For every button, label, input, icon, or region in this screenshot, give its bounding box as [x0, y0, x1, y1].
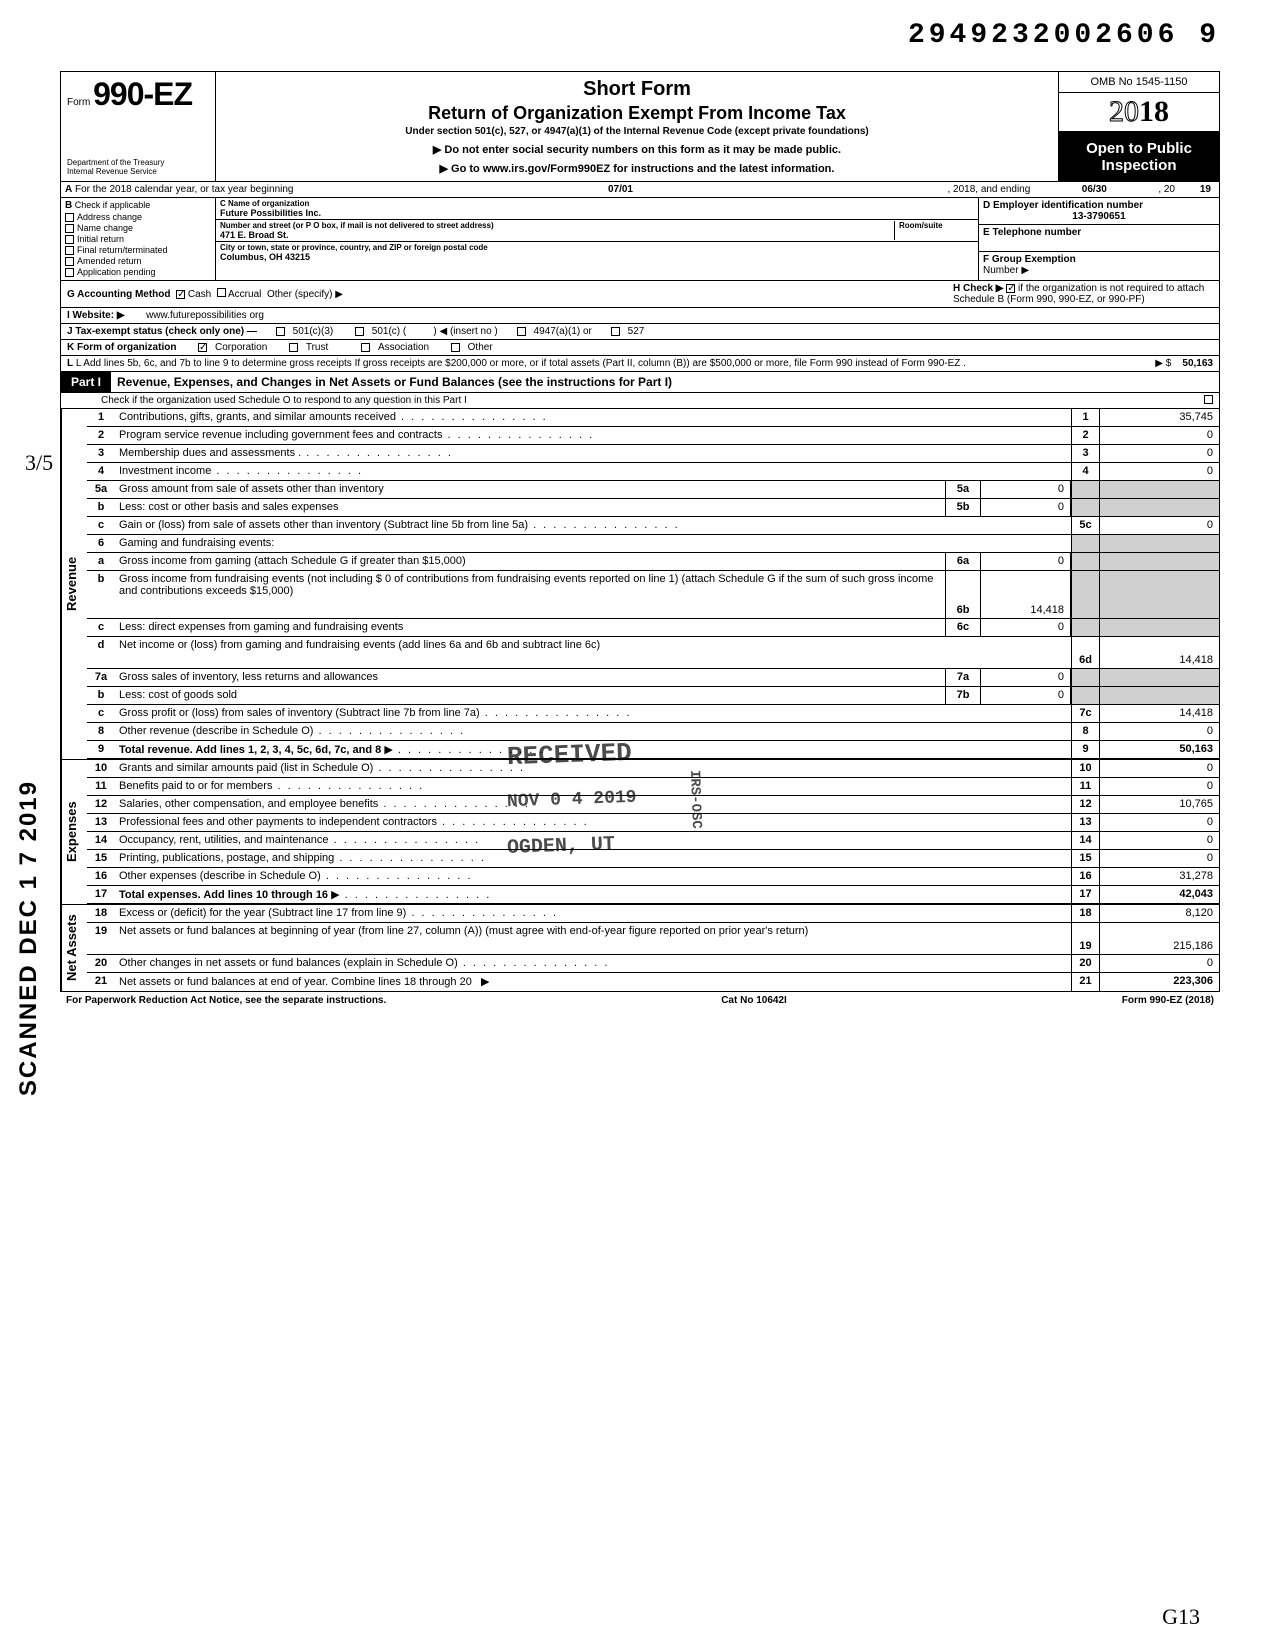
side-expenses: Expenses [61, 760, 87, 904]
ein: 13-3790651 [983, 211, 1215, 222]
chk-501c[interactable] [355, 327, 364, 336]
row-a-tax-year: A For the 2018 calendar year, or tax yea… [61, 182, 1219, 198]
handwritten-fraction: 3/5 [25, 450, 53, 476]
chk-address-change[interactable] [65, 213, 74, 222]
chk-corp[interactable] [198, 343, 207, 352]
chk-other-org[interactable] [451, 343, 460, 352]
form-footer: For Paperwork Reduction Act Notice, see … [60, 992, 1220, 1009]
chk-final-return[interactable] [65, 246, 74, 255]
chk-amended[interactable] [65, 257, 74, 266]
meta-rows: G Accounting Method Cash Accrual Other (… [61, 281, 1219, 356]
part1-check: Check if the organization used Schedule … [61, 393, 1219, 409]
chk-initial-return[interactable] [65, 235, 74, 244]
form-header: Form 990-EZ Department of the Treasury I… [61, 72, 1219, 182]
chk-name-change[interactable] [65, 224, 74, 233]
chk-trust[interactable] [289, 343, 298, 352]
chk-501c3[interactable] [276, 327, 285, 336]
chk-accrual[interactable] [217, 288, 226, 297]
open-to-public: Open to Public Inspection [1059, 132, 1219, 181]
chk-app-pending[interactable] [65, 268, 74, 277]
chk-cash[interactable] [176, 290, 185, 299]
chk-assoc[interactable] [361, 343, 370, 352]
website: www.futurepossibilities org [146, 310, 264, 321]
row-l-gross-receipts: L L Add lines 5b, 6c, and 7b to line 9 t… [61, 356, 1219, 372]
chk-4947[interactable] [517, 327, 526, 336]
org-info-grid: B Check if applicable Address change Nam… [61, 198, 1219, 281]
chk-schedule-b[interactable] [1006, 284, 1015, 293]
part1-title: Revenue, Expenses, and Changes in Net As… [111, 372, 1219, 392]
chk-schedule-o[interactable] [1204, 395, 1213, 404]
dept-treasury: Department of the Treasury Internal Reve… [67, 159, 209, 177]
handwritten-code: G13 [1162, 1604, 1200, 1630]
form-title: Short Form Return of Organization Exempt… [216, 72, 1059, 181]
scanned-stamp: SCANNED DEC 1 7 2019 [15, 780, 43, 1096]
side-revenue: Revenue [61, 409, 87, 759]
side-net-assets: Net Assets [61, 905, 87, 991]
org-address: 471 E. Broad St. [220, 230, 289, 240]
org-name: Future Possibilities Inc. [220, 208, 321, 218]
tax-year: 2018 [1059, 93, 1219, 132]
form-990ez: Form 990-EZ Department of the Treasury I… [60, 71, 1220, 992]
chk-527[interactable] [611, 327, 620, 336]
part1-label: Part I [61, 372, 111, 392]
omb-number: OMB No 1545-1150 [1059, 72, 1219, 93]
org-city: Columbus, OH 43215 [220, 252, 310, 262]
form-number: Form 990-EZ [67, 76, 209, 113]
document-number: 2949232002606 9 [60, 20, 1220, 51]
